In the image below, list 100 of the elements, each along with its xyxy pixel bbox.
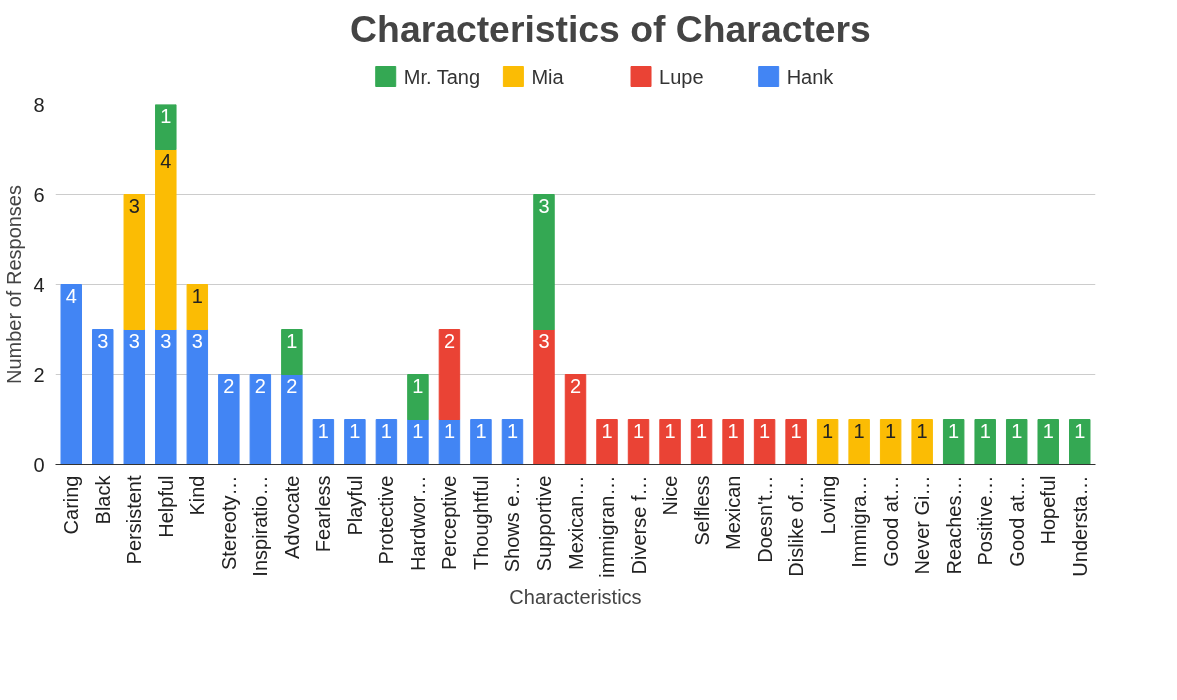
data-label: 3 <box>538 329 550 352</box>
data-label: 1 <box>664 419 676 442</box>
data-label: 1 <box>790 419 802 442</box>
x-tick-label: Good at… <box>1005 475 1028 567</box>
data-label: 1 <box>1011 419 1023 442</box>
x-tick-label: Hopeful <box>1037 475 1060 545</box>
bar <box>407 374 429 420</box>
x-tick-label: Good at… <box>879 475 902 567</box>
x-axis-title: Characteristics <box>509 585 642 608</box>
data-label: 1 <box>317 419 329 442</box>
legend-label: Hank <box>786 65 835 88</box>
data-label: 1 <box>1042 419 1054 442</box>
x-tick-label: Perceptive <box>438 475 461 570</box>
x-tick-label: Immigra… <box>848 475 871 568</box>
bar <box>186 284 209 330</box>
data-label: 3 <box>191 329 203 352</box>
bar <box>564 374 587 465</box>
x-tick-label: Doesn't… <box>753 475 776 563</box>
x-tick-label: Stereoty… <box>217 475 240 570</box>
data-label: 2 <box>443 329 455 352</box>
data-label: 1 <box>979 419 991 442</box>
x-tick-label: Understa… <box>1068 475 1091 577</box>
bar <box>470 419 492 465</box>
bar <box>123 194 146 330</box>
bar <box>60 284 82 465</box>
data-label: 1 <box>443 419 455 442</box>
data-label: 2 <box>223 374 235 397</box>
x-tick-label: Mexican… <box>564 475 587 570</box>
legend-label: Mia <box>531 65 565 88</box>
data-label: 3 <box>160 329 172 352</box>
bar <box>659 419 681 465</box>
data-label: 1 <box>948 419 960 442</box>
data-label: 1 <box>632 419 645 442</box>
data-label: 1 <box>727 419 739 442</box>
bar <box>627 419 650 465</box>
data-label: 1 <box>191 284 203 307</box>
data-label: 1 <box>916 419 928 442</box>
bar <box>438 329 461 420</box>
x-tick-label: Protective <box>375 475 398 565</box>
legend-label: Mr. Tang <box>403 65 481 88</box>
bar <box>911 419 933 465</box>
y-tick-label: 6 <box>33 183 45 206</box>
bar <box>186 329 209 465</box>
data-label: 1 <box>286 329 298 352</box>
bar <box>344 419 366 465</box>
x-tick-label: Reaches… <box>942 475 965 575</box>
x-tick-label: Loving <box>816 475 839 535</box>
bar <box>816 419 839 465</box>
x-tick-label: Selfless <box>690 475 713 546</box>
bar <box>848 419 870 465</box>
x-tick-label: Never Gi… <box>911 475 934 575</box>
bar <box>785 419 807 465</box>
bar <box>249 374 272 465</box>
data-label: 2 <box>569 374 582 397</box>
bar <box>501 419 524 465</box>
x-tick-label: Mexican <box>722 475 745 550</box>
data-label: 1 <box>696 419 708 442</box>
x-tick-label: Dislike of… <box>785 475 808 577</box>
bar <box>1005 419 1028 465</box>
data-label: 3 <box>128 194 140 217</box>
x-tick-label: Thoughtful <box>469 475 492 571</box>
bar <box>533 329 555 465</box>
bar <box>407 419 429 465</box>
legend-label: Lupe <box>659 65 704 88</box>
data-label: 1 <box>412 374 424 397</box>
bar <box>753 419 776 465</box>
x-tick-label: Diverse f… <box>627 475 650 575</box>
data-label: 1 <box>1074 419 1086 442</box>
data-label: 2 <box>254 374 266 397</box>
data-label: 4 <box>160 149 172 172</box>
data-label: 1 <box>885 419 897 442</box>
bar <box>281 374 303 465</box>
data-label: 1 <box>160 104 172 127</box>
bar <box>155 149 177 330</box>
bar <box>312 419 335 465</box>
bar <box>218 374 240 465</box>
x-tick-label: Hardwor… <box>406 475 429 572</box>
x-tick-label: Black <box>91 474 114 525</box>
data-label: 1 <box>822 419 834 442</box>
bar <box>1069 419 1091 465</box>
x-tick-label: Nice <box>659 475 682 516</box>
x-tick-label: Caring <box>60 475 83 535</box>
y-tick-label: 8 <box>33 93 45 116</box>
x-tick-label: Kind <box>186 475 209 516</box>
bar <box>155 104 177 150</box>
data-label: 1 <box>506 419 519 442</box>
bar <box>690 419 713 465</box>
x-tick-label: Inspiratio… <box>249 475 272 577</box>
x-tick-label: Persistent <box>123 475 146 565</box>
bar <box>722 419 744 465</box>
bar <box>155 329 177 465</box>
y-tick-label: 0 <box>33 453 45 476</box>
bar <box>533 194 555 330</box>
data-label: 1 <box>853 419 865 442</box>
x-tick-label: Playful <box>343 475 366 536</box>
data-label: 1 <box>475 419 487 442</box>
data-label: 1 <box>412 419 424 442</box>
bar <box>974 419 996 465</box>
y-axis-title: Number of Responses <box>3 185 26 384</box>
bar <box>596 419 618 465</box>
